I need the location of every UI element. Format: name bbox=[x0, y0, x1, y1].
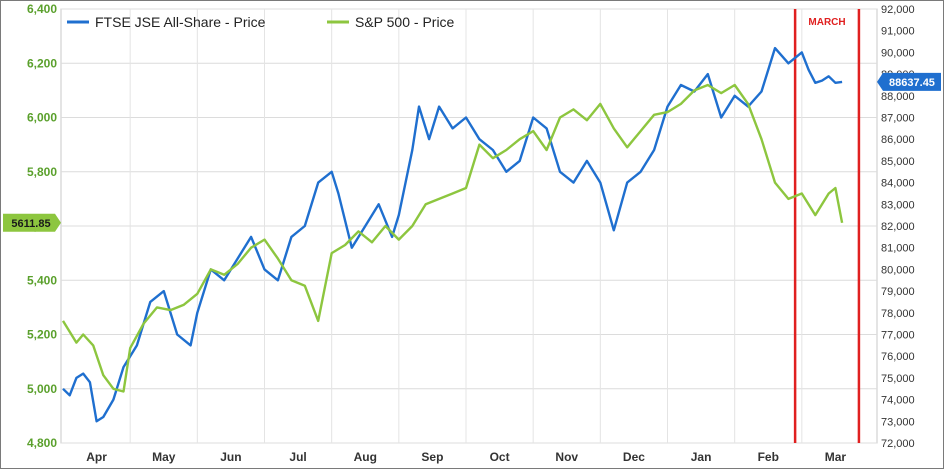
y-right-tick-label: 88,000 bbox=[881, 91, 915, 103]
y-right-tick-label: 91,000 bbox=[881, 26, 915, 38]
y-left-tick-label: 5,400 bbox=[27, 273, 57, 287]
y-right-tick-label: 92,000 bbox=[881, 4, 915, 16]
end-badge-left-label: 5611.85 bbox=[11, 218, 50, 230]
x-tick-label: Dec bbox=[623, 450, 645, 464]
y-right-tick-label: 80,000 bbox=[881, 264, 915, 276]
y-left-tick-label: 5,000 bbox=[27, 382, 57, 396]
y-left-tick-label: 6,200 bbox=[27, 56, 57, 70]
y-right-tick-label: 73,000 bbox=[881, 416, 915, 428]
y-right-tick-label: 86,000 bbox=[881, 134, 915, 146]
x-tick-label: Jan bbox=[691, 450, 712, 464]
series-line-1 bbox=[61, 83, 844, 393]
series-line-0 bbox=[62, 46, 843, 423]
y-left-tick-label: 6,400 bbox=[27, 2, 57, 16]
y-right-tick-label: 90,000 bbox=[881, 47, 915, 59]
grid-lines bbox=[61, 8, 877, 444]
end-badge-right bbox=[877, 72, 941, 91]
x-tick-label: Sep bbox=[421, 450, 443, 464]
x-tick-label: May bbox=[152, 450, 176, 464]
y-right-tick-label: 87,000 bbox=[881, 113, 915, 125]
legend-label-0: FTSE JSE All-Share - Price bbox=[95, 14, 266, 30]
legend: FTSE JSE All-Share - Price S&P 500 - Pric… bbox=[67, 14, 455, 30]
y-right-tick-label: 78,000 bbox=[881, 308, 915, 320]
end-value-badges: 88637.45 5611.85 bbox=[3, 72, 941, 232]
y-axis-left: 4,8005,0005,2005,4005,6005,8006,0006,200… bbox=[27, 2, 57, 450]
y-right-tick-label: 79,000 bbox=[881, 286, 915, 298]
y-right-tick-label: 81,000 bbox=[881, 243, 915, 255]
series-lines bbox=[61, 46, 844, 423]
y-right-tick-label: 85,000 bbox=[881, 156, 915, 168]
y-right-tick-label: 84,000 bbox=[881, 178, 915, 190]
y-axis-right: 72,000 73,000 74,000 75,000 76,000 77,000 78,0… bbox=[881, 4, 915, 450]
x-tick-label: Nov bbox=[555, 450, 578, 464]
y-left-tick-label: 5,800 bbox=[27, 165, 57, 179]
x-tick-label: Oct bbox=[490, 450, 510, 464]
end-badge-left bbox=[3, 213, 61, 232]
x-axis: Apr May Jun Jul Aug Sep Oct Nov Dec Jan Feb Mar bbox=[86, 450, 846, 464]
annotation-label: MARCH bbox=[808, 17, 845, 28]
end-badge-right-label: 88637.45 bbox=[889, 77, 935, 89]
x-tick-label: Apr bbox=[86, 450, 107, 464]
y-left-tick-label: 6,000 bbox=[27, 111, 57, 125]
y-right-tick-label: 75,000 bbox=[881, 373, 915, 385]
y-left-tick-label: 4,800 bbox=[27, 436, 57, 450]
y-right-tick-label: 77,000 bbox=[881, 330, 915, 342]
x-tick-label: Mar bbox=[825, 450, 847, 464]
y-left-tick-label: 5,200 bbox=[27, 328, 57, 342]
x-tick-label: Jun bbox=[220, 450, 241, 464]
y-right-tick-label: 72,000 bbox=[881, 438, 915, 450]
y-right-tick-label: 74,000 bbox=[881, 395, 915, 407]
y-right-tick-label: 83,000 bbox=[881, 199, 915, 211]
legend-label-1: S&P 500 - Price bbox=[355, 14, 455, 30]
x-tick-label: Jul bbox=[289, 450, 306, 464]
march-annotation: MARCH bbox=[793, 9, 861, 443]
x-tick-label: Aug bbox=[354, 450, 377, 464]
y-right-tick-label: 76,000 bbox=[881, 351, 915, 363]
y-right-tick-label: 82,000 bbox=[881, 221, 915, 233]
x-tick-label: Feb bbox=[758, 450, 779, 464]
